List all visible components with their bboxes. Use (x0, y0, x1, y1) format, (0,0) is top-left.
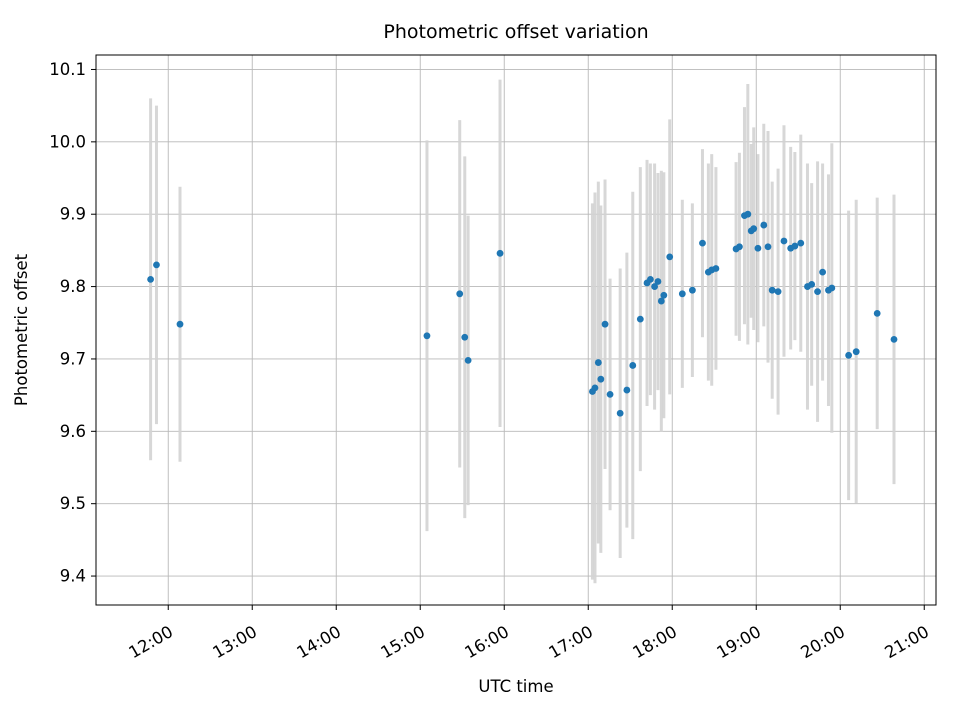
x-tick-label: 16:00 (462, 622, 513, 662)
data-point (423, 332, 431, 340)
data-point (760, 221, 768, 229)
data-point (797, 239, 805, 247)
data-point (736, 243, 743, 251)
data-point (176, 320, 184, 328)
data-point (689, 286, 696, 294)
data-point (597, 375, 605, 383)
data-point (699, 239, 706, 247)
chart-title: Photometric offset variation (383, 21, 648, 43)
x-axis-label: UTC time (478, 677, 553, 696)
y-tick-label: 9.7 (60, 349, 86, 368)
data-point (819, 268, 826, 276)
y-tick-label: 9.8 (60, 277, 86, 296)
data-point (666, 253, 674, 261)
y-tick-label: 9.5 (60, 494, 86, 513)
data-point (768, 286, 776, 294)
data-point (754, 244, 762, 252)
data-point (845, 351, 853, 359)
data-point (636, 315, 644, 323)
y-tick-label: 10.1 (49, 60, 86, 79)
x-tick-label: 14:00 (294, 622, 345, 662)
y-tick-label: 9.6 (60, 422, 86, 441)
errorbar-layer (149, 79, 896, 584)
x-tick-label: 21:00 (882, 622, 933, 662)
data-point (780, 237, 788, 245)
data-point (647, 275, 654, 283)
data-point (456, 290, 464, 298)
x-tick-label: 13:00 (210, 622, 261, 662)
data-point (852, 348, 860, 356)
y-tick-label: 10.0 (49, 132, 86, 151)
y-tick-label: 9.4 (60, 567, 86, 586)
data-point (153, 261, 160, 269)
data-point (461, 333, 469, 341)
y-tick-label: 9.9 (60, 205, 86, 224)
data-point (606, 391, 614, 398)
grid-layer (96, 55, 936, 605)
data-point (678, 290, 686, 298)
point-layer (147, 210, 898, 417)
data-point (147, 275, 155, 283)
data-point (651, 283, 658, 290)
plot-border (95, 54, 937, 606)
data-point (591, 384, 599, 392)
data-point (657, 297, 665, 305)
x-tick-label: 20:00 (798, 622, 849, 662)
x-tick-label: 18:00 (630, 622, 681, 662)
x-tick-label: 17:00 (546, 622, 597, 662)
data-point (744, 210, 752, 218)
data-point (712, 265, 720, 272)
data-point (654, 278, 662, 285)
data-point (496, 249, 504, 257)
data-point (791, 242, 799, 250)
data-point (814, 288, 821, 296)
data-point (623, 386, 631, 394)
y-axis-label: Photometric offset (12, 253, 31, 406)
data-point (629, 362, 637, 369)
data-point (828, 284, 836, 292)
data-point (660, 291, 668, 299)
x-tick-label: 19:00 (714, 622, 765, 662)
data-point (594, 359, 602, 366)
x-tick-label: 15:00 (378, 622, 429, 662)
data-point (873, 309, 881, 317)
data-point (890, 336, 898, 343)
data-point (764, 243, 772, 251)
data-point (750, 225, 758, 233)
x-tick-label: 12:00 (126, 622, 177, 662)
data-point (601, 320, 609, 328)
axis-layer (91, 54, 937, 610)
data-point (808, 281, 816, 288)
data-point (616, 409, 624, 417)
data-point (464, 356, 472, 364)
data-point (774, 288, 782, 296)
